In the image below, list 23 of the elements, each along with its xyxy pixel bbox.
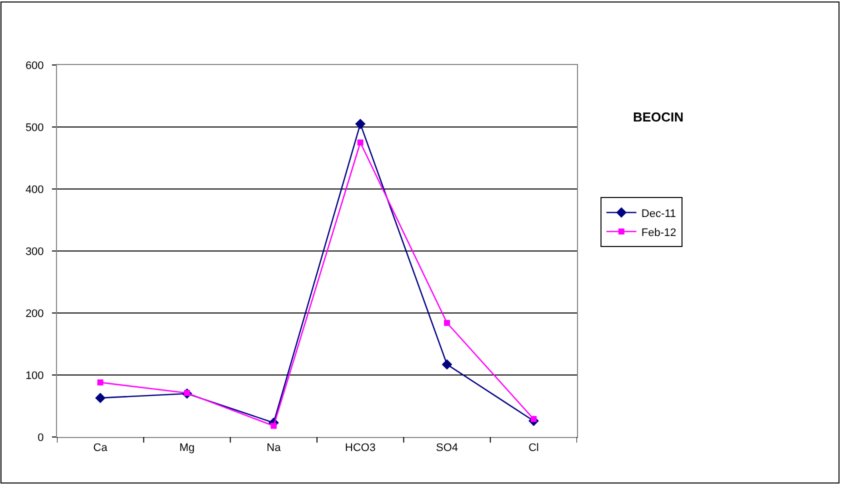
y-tick-label: 0 <box>38 432 44 444</box>
y-tick-label: 600 <box>25 60 44 72</box>
point <box>270 422 277 429</box>
point <box>444 320 450 326</box>
y-tick-label: 400 <box>25 184 44 196</box>
x-tick-label: SO4 <box>436 442 458 454</box>
text: BEOCIN <box>633 110 684 125</box>
point <box>357 140 364 146</box>
x-tick-label: Na <box>266 442 282 454</box>
point <box>95 392 106 404</box>
x-tick-label: Mg <box>179 442 195 454</box>
point <box>442 359 452 370</box>
y-tick-label: 200 <box>25 308 44 320</box>
x-tick-label: Cl <box>528 442 539 454</box>
legend-label: Dec-11 <box>641 208 676 220</box>
point <box>97 379 104 386</box>
point <box>355 118 366 130</box>
y-tick-label: 500 <box>25 122 44 134</box>
legend-label: Feb-12 <box>641 226 676 239</box>
y-tick-label: 100 <box>25 370 44 382</box>
x-tick-label: HCO3 <box>345 442 376 454</box>
y-tick-label: 300 <box>25 246 44 258</box>
x-tick-label: Ca <box>93 442 108 454</box>
